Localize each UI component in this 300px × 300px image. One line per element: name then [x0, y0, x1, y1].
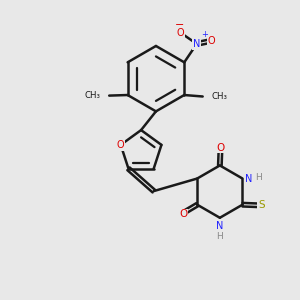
Text: CH₃: CH₃	[211, 92, 227, 101]
Text: CH₃: CH₃	[85, 91, 101, 100]
Text: H: H	[256, 172, 262, 182]
Text: N: N	[245, 173, 253, 184]
Text: N: N	[193, 39, 200, 49]
Text: O: O	[177, 28, 184, 38]
Text: O: O	[216, 142, 225, 153]
Text: O: O	[208, 36, 215, 46]
Text: O: O	[179, 209, 188, 220]
Text: H: H	[217, 232, 223, 241]
Text: +: +	[202, 30, 208, 39]
Text: −: −	[175, 20, 184, 31]
Text: O: O	[116, 140, 124, 150]
Text: N: N	[216, 221, 224, 231]
Text: S: S	[258, 200, 265, 210]
